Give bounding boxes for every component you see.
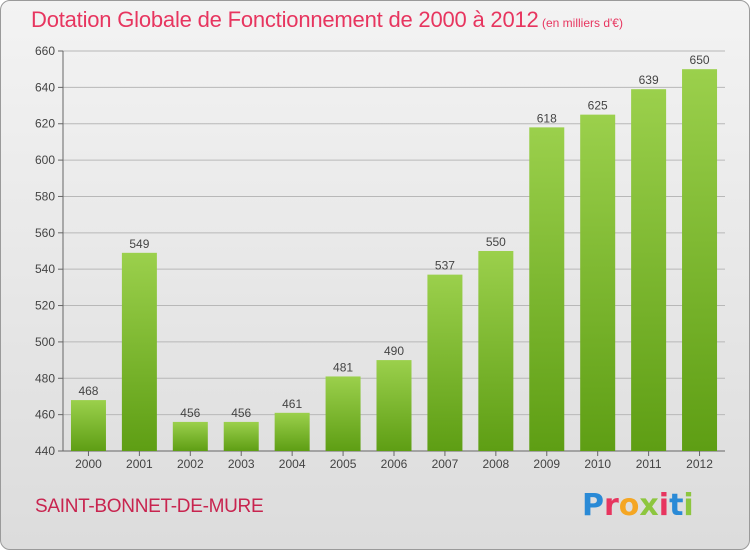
x-tick-label: 2011 [636,457,662,471]
data-label: 490 [384,344,404,358]
x-tick-label: 2002 [177,457,204,471]
data-label: 468 [78,384,98,398]
logo-letter: P [582,488,604,523]
logo-letter: t [669,488,684,523]
data-label: 550 [486,235,506,249]
x-tick-label: 2010 [584,457,611,471]
bar [682,69,718,451]
x-tick-label: 2001 [126,457,153,471]
bar [274,412,310,451]
data-label: 618 [537,111,557,125]
bar [631,89,667,451]
y-tick-label: 580 [35,189,55,203]
x-tick-label: 2009 [533,457,560,471]
bar [325,376,361,451]
x-tick-label: 2005 [330,457,357,471]
data-label: 639 [639,73,659,87]
bar [223,421,259,451]
logo-letter: i [683,488,694,523]
x-tick-label: 2003 [228,457,255,471]
bar [529,127,565,451]
x-tick-label: 2004 [279,457,306,471]
logo-letter: x [639,488,659,523]
y-tick-label: 620 [35,117,55,131]
y-tick-label: 540 [35,262,55,276]
bar [376,360,412,451]
y-tick-label: 640 [35,80,55,94]
logo-letter: o [618,488,640,523]
data-label: 537 [435,259,455,273]
y-tick-label: 600 [35,153,55,167]
y-tick-label: 660 [35,44,55,58]
data-label: 481 [333,360,353,374]
x-tick-label: 2008 [482,457,509,471]
data-label: 549 [129,237,149,251]
data-label: 625 [588,99,608,113]
chart-title: Dotation Globale de Fonctionnement de 20… [31,7,539,32]
logo-letter: r [604,488,619,523]
bar [121,252,157,451]
data-label: 461 [282,397,302,411]
bar [70,400,106,451]
x-tick-label: 2006 [381,457,408,471]
chart-unit: (en milliers d'€) [542,16,623,30]
logo-letter: i [658,488,670,523]
y-tick-label: 520 [35,299,55,313]
bar [478,251,514,451]
data-label: 650 [690,53,710,67]
bar [580,114,616,452]
x-tick-label: 2007 [432,457,459,471]
x-tick-label: 2012 [686,457,713,471]
data-label: 456 [231,406,251,420]
y-tick-label: 440 [35,444,55,458]
data-label: 456 [180,406,200,420]
y-tick-label: 560 [35,226,55,240]
y-tick-label: 500 [35,335,55,349]
y-tick-label: 460 [35,408,55,422]
commune-name: SAINT-BONNET-DE-MURE [35,496,264,517]
x-tick-label: 2000 [75,457,102,471]
y-tick-label: 480 [35,371,55,385]
bar [427,274,463,451]
proxiti-logo: Proxiti [582,488,694,523]
bar [172,421,208,451]
